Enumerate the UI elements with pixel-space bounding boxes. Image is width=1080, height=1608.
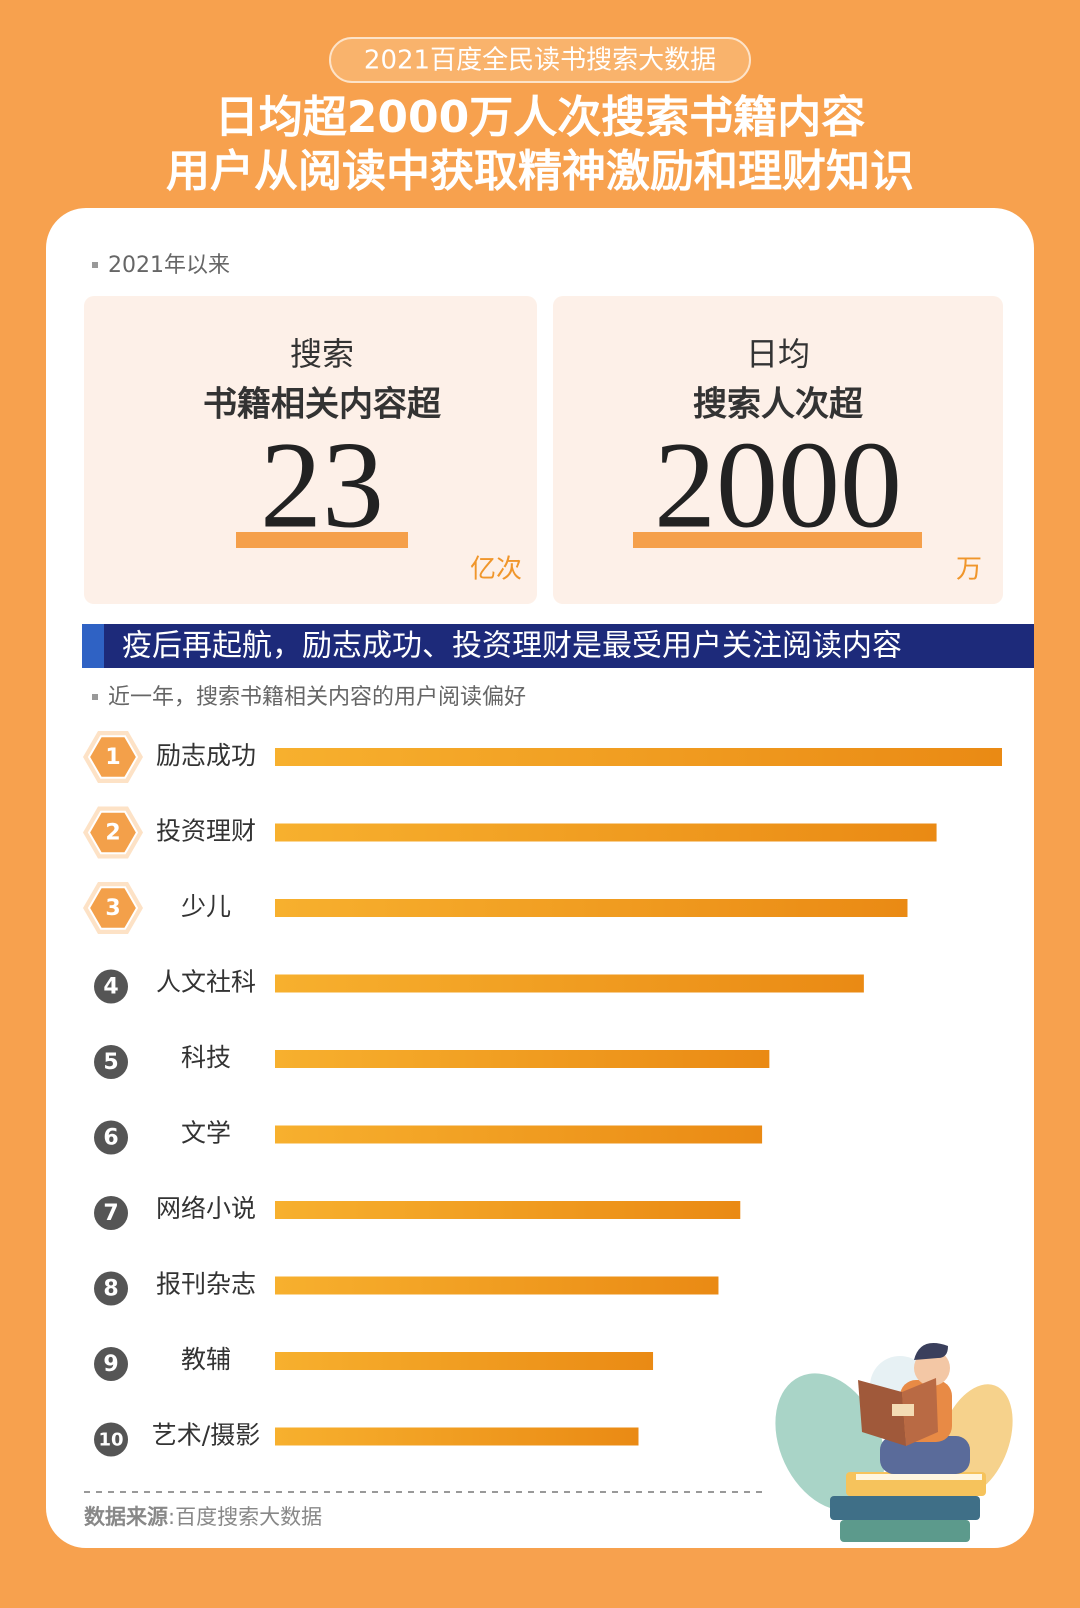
source-label: 数据来源 xyxy=(84,1505,168,1529)
rank-badge xyxy=(94,1120,128,1155)
rank-badge xyxy=(94,1271,128,1306)
title: 日均超2000万人次搜索书籍内容 xyxy=(215,92,865,143)
bar xyxy=(275,1276,719,1295)
rank-badge xyxy=(94,1422,128,1457)
stat-line: 搜索 xyxy=(290,335,354,373)
rank-number: 8 xyxy=(103,1277,118,1302)
rank-badge xyxy=(87,886,139,930)
rank-badge xyxy=(87,735,139,779)
underline xyxy=(633,532,922,548)
banner-accent xyxy=(82,624,104,668)
title: 用户从阅读中获取精神激励和理财知识 xyxy=(166,146,914,197)
rank-badge xyxy=(94,1196,128,1230)
rank-badge xyxy=(87,810,139,855)
bullet xyxy=(92,262,98,268)
source-text: :百度搜索大数据 xyxy=(168,1505,322,1529)
badge-text: 2021百度全民读书搜索大数据 xyxy=(364,46,716,76)
bar xyxy=(275,899,908,917)
ranking: 1 励志成功 2 投资理财 3 少儿 4 人文社科 5 科技 6 文学 7 网络小说 8 报刊杂志 9 教辅 10 艺… xyxy=(83,731,1002,1457)
rank-badge xyxy=(94,969,128,1004)
rank-number: 7 xyxy=(103,1201,118,1226)
stat-number: 23 xyxy=(260,416,384,553)
stat-unit: 亿次 xyxy=(470,555,522,585)
category-label: 教辅 xyxy=(181,1345,231,1374)
category-label: 报刊杂志 xyxy=(156,1270,256,1299)
rank-number: 2 xyxy=(105,821,120,846)
category-label: 网络小说 xyxy=(156,1194,256,1223)
rank-number: 1 xyxy=(105,745,120,770)
bar xyxy=(275,1050,770,1068)
bar xyxy=(275,1352,654,1370)
rank-number: 3 xyxy=(105,896,120,921)
rank-number: 4 xyxy=(103,975,118,1000)
rank-number: 5 xyxy=(103,1050,118,1075)
category-label: 励志成功 xyxy=(156,741,256,770)
rank-number: 6 xyxy=(103,1126,118,1151)
stat-number: 2000 xyxy=(654,416,902,553)
section-label: 2021年以来 xyxy=(108,253,230,278)
category-label: 人文社科 xyxy=(156,968,256,997)
bar xyxy=(275,1201,741,1219)
underline xyxy=(236,532,408,548)
stat-card xyxy=(553,296,1003,604)
stat-unit: 万 xyxy=(956,555,982,585)
rank-badge xyxy=(94,1347,128,1381)
category-label: 少儿 xyxy=(181,892,231,921)
rank-number: 9 xyxy=(103,1352,118,1377)
bar xyxy=(275,823,937,842)
stat-line: 书籍相关内容超 xyxy=(203,385,442,425)
bar xyxy=(275,1125,763,1144)
banner xyxy=(82,624,1034,668)
category-label: 艺术/摄影 xyxy=(152,1421,260,1450)
category-label: 投资理财 xyxy=(156,817,256,846)
rank-badge xyxy=(94,1045,128,1079)
stat-line: 日均 xyxy=(746,335,810,373)
stat-card xyxy=(84,296,537,604)
stat-line: 搜索人次超 xyxy=(693,385,864,425)
illustration xyxy=(775,1343,1013,1542)
banner-text: 疫后再起航，励志成功、投资理财是最受用户关注阅读内容 xyxy=(122,629,902,664)
bullet xyxy=(92,694,98,700)
badge xyxy=(329,37,751,83)
chart-subtitle: 近一年，搜索书籍相关内容的用户阅读偏好 xyxy=(108,685,526,710)
bar xyxy=(275,748,1002,766)
rank-number: 10 xyxy=(98,1430,123,1451)
bar xyxy=(275,1427,639,1446)
category-label: 文学 xyxy=(181,1119,231,1148)
category-label: 科技 xyxy=(181,1043,231,1072)
bar xyxy=(275,974,864,993)
